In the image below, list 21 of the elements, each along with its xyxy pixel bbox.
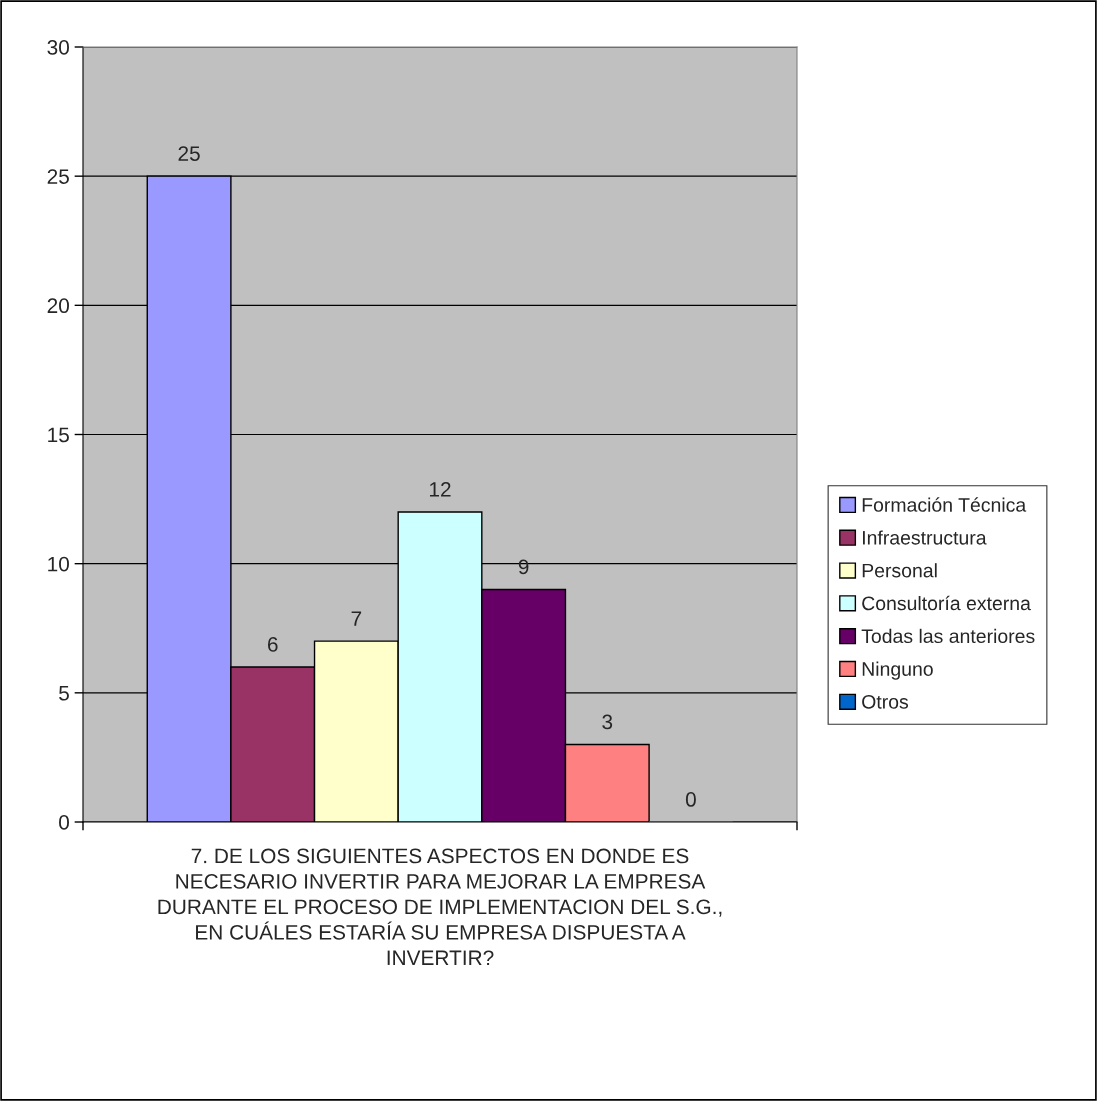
x-axis-title: 7. DE LOS SIGUIENTES ASPECTOS EN DONDE ES NECESARIO INVERTIR PARA MEJORAR LA EMPRESA DURANTE EL PROCESO DE IMPLEMENTACION DEL S.G., EN CUÁLES ESTARÍA SU EMPRESA DISPUESTA A INVERTIR? [158,848,722,965]
y-tick-label: 0 [59,815,69,830]
legend-label: Infraestructura [862,530,987,545]
y-tick-label: 30 [47,40,69,55]
legend-label: Consultoría externa [862,595,1031,611]
data-label: 3 [602,714,613,730]
y-tick-label: 25 [47,169,69,184]
data-label: 0 [685,792,696,807]
legend-label: Personal [862,563,937,578]
y-tick-label: 15 [48,427,69,443]
y-tick-label: 20 [47,298,69,314]
y-tick-label: 10 [48,556,69,572]
data-label: 12 [430,482,451,497]
y-tick-label: 5 [59,686,69,701]
legend-label: Otros [862,694,909,709]
data-label: 25 [178,146,200,161]
legend-label: Todas las anteriores [861,628,1035,644]
data-label: 6 [267,637,278,652]
legend-label: Formación Técnica [862,497,1027,512]
data-label: 7 [351,611,362,626]
legend-label: Ninguno [862,661,933,680]
